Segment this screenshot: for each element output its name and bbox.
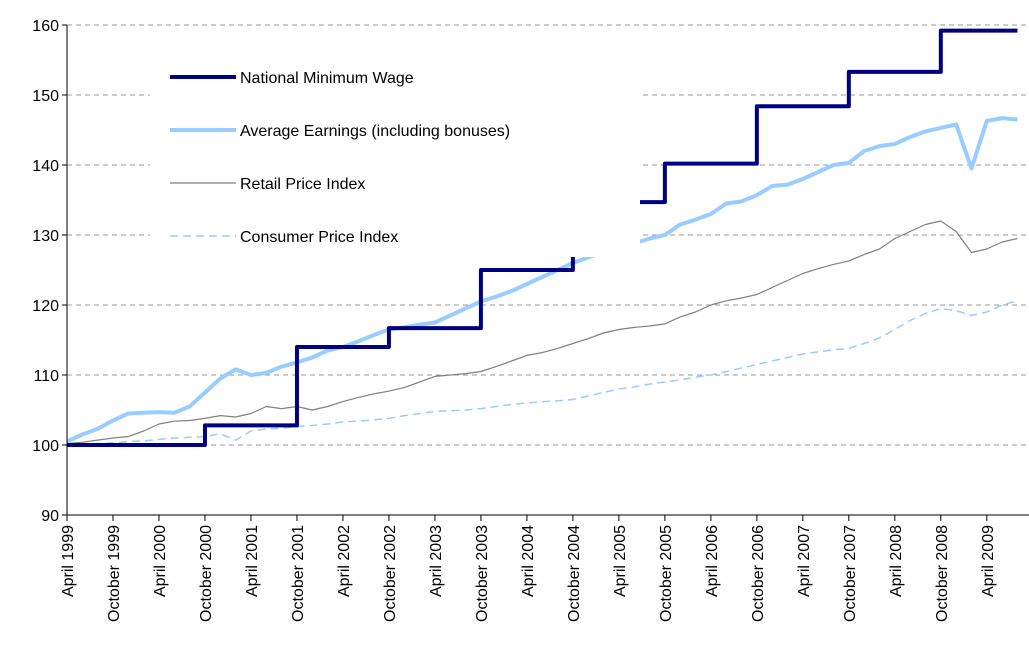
x-tick-label: April 2000 (152, 525, 169, 597)
x-tick-label: April 2001 (244, 525, 261, 597)
x-tick-label: April 2003 (428, 525, 445, 597)
series-line (66, 300, 1018, 446)
legend-label: Consumer Price Index (240, 229, 398, 246)
series-line (66, 116, 1018, 444)
x-tick-label: October 2006 (750, 525, 767, 622)
series-line (67, 28, 1018, 447)
series-line (66, 220, 1018, 445)
x-tick-label: April 2002 (336, 525, 353, 597)
y-tick-label: 140 (32, 158, 59, 175)
legend-label: Retail Price Index (240, 176, 365, 193)
y-tick-label: 150 (32, 88, 59, 105)
x-tick-label: April 2007 (796, 525, 813, 597)
x-tick-label: April 2005 (612, 525, 629, 597)
x-tick-label: October 2003 (474, 525, 491, 622)
x-tick-label: April 2006 (704, 525, 721, 597)
x-tick-label: October 2004 (566, 525, 583, 622)
x-tick-label: October 2001 (290, 525, 307, 622)
legend-label: Average Earnings (including bonuses) (240, 123, 510, 140)
y-tick-label: 110 (33, 368, 59, 385)
x-tick-label: October 2007 (842, 525, 859, 622)
x-tick-label: April 2008 (888, 525, 905, 597)
x-tick-label: April 2009 (980, 525, 997, 597)
legend-box (150, 52, 640, 257)
y-tick-label: 160 (32, 18, 59, 35)
y-tick-label: 90 (41, 508, 59, 525)
x-tick-label: October 2008 (934, 525, 951, 622)
x-tick-label: April 2004 (520, 525, 537, 597)
y-tick-label: 120 (32, 298, 59, 315)
x-tick-label: October 1999 (106, 525, 123, 622)
x-tick-label: October 2005 (658, 525, 675, 622)
x-tick-label: October 2002 (382, 525, 399, 622)
y-tick-label: 100 (32, 438, 59, 455)
x-tick-label: April 1999 (60, 525, 77, 597)
y-tick-label: 130 (32, 228, 59, 245)
legend-label: National Minimum Wage (240, 70, 414, 87)
x-tick-label: October 2000 (198, 525, 215, 622)
